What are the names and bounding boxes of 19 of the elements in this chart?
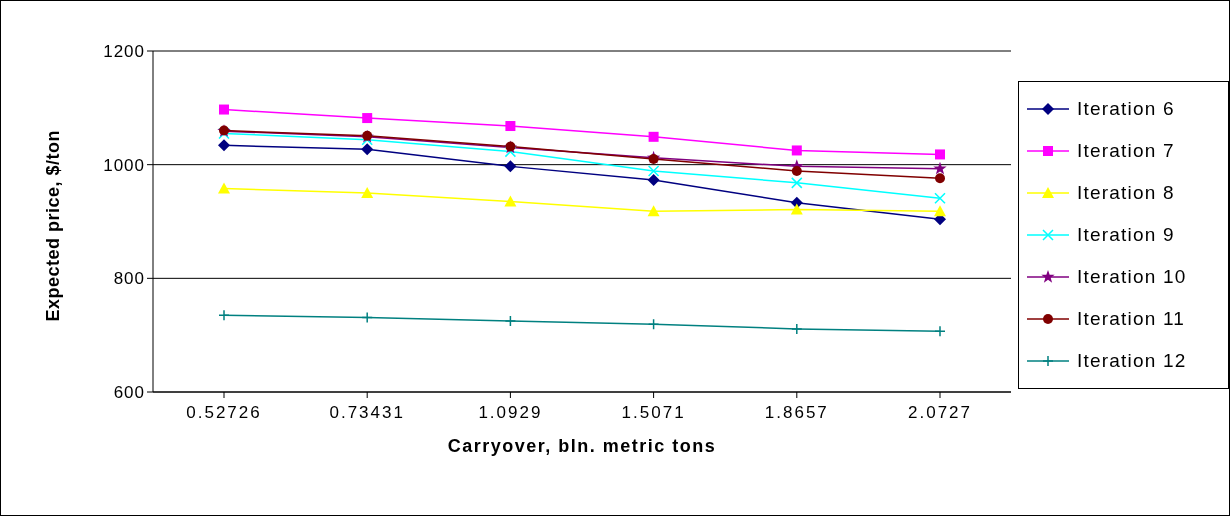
x-tick-label: 1.5071 — [621, 403, 686, 423]
y-tick-label: 1000 — [103, 155, 145, 175]
x-tick-label: 1.0929 — [478, 403, 543, 423]
legend-label: Iteration 9 — [1077, 224, 1175, 246]
y-tick-label: 1200 — [103, 42, 145, 62]
legend-label: Iteration 6 — [1077, 98, 1175, 120]
y-tick-label: 600 — [113, 383, 145, 403]
x-tick-label: 2.0727 — [908, 403, 972, 423]
x-axis-title: Carryover, bln. metric tons — [447, 436, 717, 456]
x-tick-label: 0.52726 — [186, 403, 262, 423]
y-tick-label: 800 — [113, 269, 145, 289]
legend-label: Iteration 11 — [1077, 308, 1186, 330]
legend-label: Iteration 8 — [1077, 182, 1175, 204]
x-tick-label: 1.8657 — [764, 403, 829, 423]
legend-label: Iteration 12 — [1077, 350, 1187, 372]
legend-label: Iteration 10 — [1077, 266, 1187, 288]
y-axis-title: Expected price, $/ton — [43, 129, 64, 322]
x-tick-label: 0.73431 — [329, 403, 405, 423]
legend-label: Iteration 7 — [1077, 140, 1175, 162]
